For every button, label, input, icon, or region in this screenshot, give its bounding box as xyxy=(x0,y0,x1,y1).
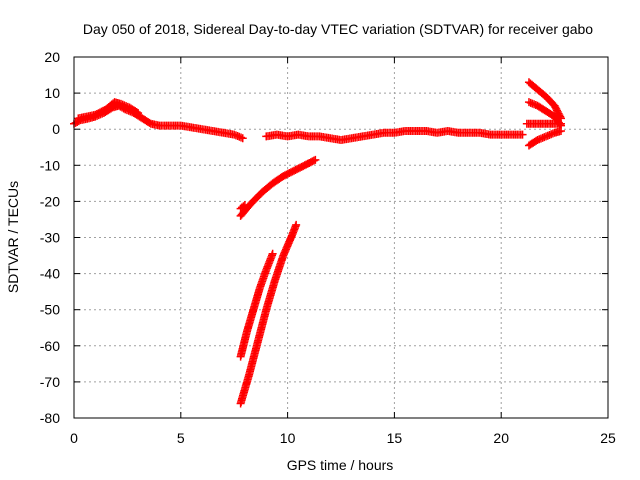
trace-end-high xyxy=(524,78,566,123)
x-tick-label: 15 xyxy=(387,430,403,446)
data-points xyxy=(70,78,566,408)
y-tick-label: 0 xyxy=(52,121,60,137)
trace-recovery xyxy=(236,155,320,220)
trace-drop-a xyxy=(236,249,277,361)
data-point xyxy=(518,130,527,139)
trace-main-early xyxy=(70,101,247,143)
data-point xyxy=(557,119,566,128)
data-point xyxy=(239,202,248,211)
grid xyxy=(74,57,608,418)
x-tick-label: 10 xyxy=(280,430,296,446)
trace-end-flat xyxy=(522,119,566,128)
data-point xyxy=(557,127,566,136)
x-axis-label: GPS time / hours xyxy=(287,457,394,473)
y-tick-label: -10 xyxy=(40,157,60,173)
x-tick-label: 25 xyxy=(600,430,616,446)
data-point xyxy=(132,108,141,117)
data-point xyxy=(240,201,249,210)
data-point xyxy=(292,220,301,229)
data-point xyxy=(134,108,143,117)
y-tick-label: -80 xyxy=(40,410,60,426)
trace-main-late xyxy=(262,127,527,145)
trace-end-low xyxy=(524,127,566,150)
y-axis-label: SDTVAR / TECUs xyxy=(5,181,21,293)
data-point xyxy=(238,134,247,143)
y-tick-label: -50 xyxy=(40,302,60,318)
y-tick-label: -70 xyxy=(40,374,60,390)
x-tick-label: 0 xyxy=(70,430,78,446)
y-tick-label: 20 xyxy=(44,49,60,65)
trace-main-early-upper xyxy=(74,98,143,123)
chart-title: Day 050 of 2018, Sidereal Day-to-day VTE… xyxy=(83,21,593,37)
x-tick-label: 5 xyxy=(177,430,185,446)
y-tick-label: -40 xyxy=(40,266,60,282)
x-tick-label: 20 xyxy=(493,430,509,446)
y-tick-label: -20 xyxy=(40,193,60,209)
trace-recovery-start xyxy=(236,201,249,213)
data-point xyxy=(309,156,318,165)
y-tick-label: -30 xyxy=(40,230,60,246)
trace-drop-b xyxy=(236,220,301,408)
data-point xyxy=(268,249,277,258)
axis-ticks: 0 5 10 15 20 25 20 10 0 -10 -20 -30 -40 -50 -60 -70 -80 xyxy=(40,49,616,446)
y-tick-label: 10 xyxy=(44,85,60,101)
y-tick-label: -60 xyxy=(40,338,60,354)
data-point xyxy=(311,155,320,164)
